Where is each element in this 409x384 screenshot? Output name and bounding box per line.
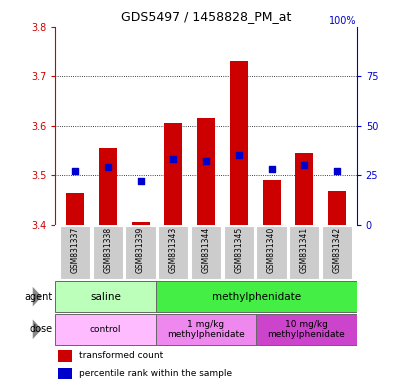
Text: GSM831337: GSM831337 <box>70 227 79 273</box>
Text: GSM831343: GSM831343 <box>169 227 178 273</box>
Bar <box>327 191 345 225</box>
Bar <box>99 148 117 225</box>
Polygon shape <box>33 287 42 306</box>
Text: methylphenidate: methylphenidate <box>211 291 300 302</box>
Point <box>235 152 241 159</box>
Point <box>137 178 144 184</box>
Text: transformed count: transformed count <box>79 351 163 361</box>
Point <box>72 168 78 174</box>
FancyBboxPatch shape <box>155 281 356 312</box>
Text: GSM831338: GSM831338 <box>103 227 112 273</box>
Text: 10 mg/kg
methylphenidate: 10 mg/kg methylphenidate <box>267 319 344 339</box>
Point <box>202 158 209 164</box>
FancyBboxPatch shape <box>125 226 155 279</box>
Bar <box>58 350 72 362</box>
Bar <box>58 368 72 379</box>
FancyBboxPatch shape <box>321 226 351 279</box>
Text: 100%: 100% <box>328 16 356 26</box>
Text: 1 mg/kg
methylphenidate: 1 mg/kg methylphenidate <box>167 319 244 339</box>
Text: GSM831342: GSM831342 <box>332 227 341 273</box>
FancyBboxPatch shape <box>223 226 253 279</box>
Point <box>333 168 339 174</box>
FancyBboxPatch shape <box>55 281 155 312</box>
Text: GSM831340: GSM831340 <box>266 227 275 273</box>
Bar <box>164 123 182 225</box>
Text: percentile rank within the sample: percentile rank within the sample <box>79 369 232 378</box>
Bar <box>55 225 356 280</box>
FancyBboxPatch shape <box>158 226 188 279</box>
FancyBboxPatch shape <box>256 226 286 279</box>
Bar <box>197 118 214 225</box>
Text: agent: agent <box>24 291 52 302</box>
FancyBboxPatch shape <box>155 314 256 345</box>
Polygon shape <box>33 319 42 339</box>
Title: GDS5497 / 1458828_PM_at: GDS5497 / 1458828_PM_at <box>121 10 290 23</box>
Text: GSM831341: GSM831341 <box>299 227 308 273</box>
Bar <box>131 222 149 225</box>
FancyBboxPatch shape <box>191 226 220 279</box>
Point <box>170 156 176 162</box>
Text: control: control <box>90 325 121 334</box>
FancyBboxPatch shape <box>288 226 319 279</box>
Text: GSM831344: GSM831344 <box>201 227 210 273</box>
Bar <box>66 192 84 225</box>
Bar <box>229 61 247 225</box>
Point <box>300 162 307 169</box>
Bar <box>262 180 280 225</box>
Text: GSM831345: GSM831345 <box>234 227 243 273</box>
Point <box>104 164 111 170</box>
Text: GSM831339: GSM831339 <box>136 227 145 273</box>
FancyBboxPatch shape <box>92 226 123 279</box>
Bar <box>294 153 312 225</box>
FancyBboxPatch shape <box>60 226 90 279</box>
Text: saline: saline <box>90 291 121 302</box>
Point <box>267 166 274 172</box>
FancyBboxPatch shape <box>55 314 155 345</box>
Text: dose: dose <box>29 324 52 334</box>
FancyBboxPatch shape <box>256 314 356 345</box>
